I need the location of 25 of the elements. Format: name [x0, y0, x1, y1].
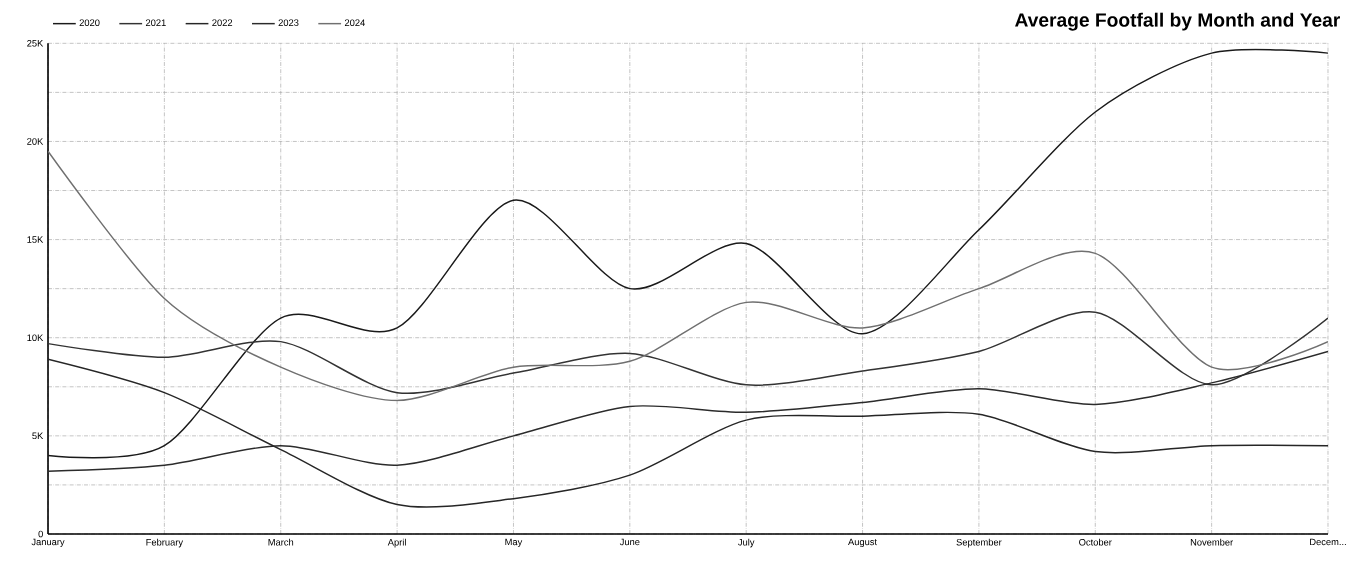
legend-label: 2020	[79, 19, 100, 26]
x-tick-label: May	[505, 538, 523, 548]
x-tick-label: February	[146, 538, 184, 548]
y-tick-label: 15K	[27, 236, 44, 243]
x-tick-label: June	[619, 538, 640, 546]
legend-label: 2023	[278, 19, 299, 26]
y-tick-label: 0	[38, 530, 43, 538]
line-series	[48, 150, 1328, 402]
x-tick-label: August	[848, 538, 878, 548]
x-tick-label: Decem...	[1310, 538, 1346, 546]
y-tick-label: 25K	[27, 40, 44, 47]
x-tick-label: October	[1079, 538, 1112, 546]
y-tick-label: 20K	[27, 138, 44, 145]
x-tick-label: September	[956, 538, 1002, 548]
legend-label: 2021	[145, 19, 166, 26]
y-tick-label: 10K	[27, 334, 44, 342]
y-tick-label: 5K	[32, 432, 44, 440]
x-tick-label: November	[1190, 538, 1233, 546]
x-tick-label: April	[387, 538, 406, 548]
chart-title: Average Footfall by Month and Year	[1015, 12, 1340, 31]
x-tick-label: January	[31, 538, 65, 548]
legend-label: 2022	[212, 19, 233, 26]
legend-label: 2024	[344, 19, 365, 26]
x-tick-label: July	[738, 538, 755, 548]
x-tick-label: March	[268, 538, 294, 546]
